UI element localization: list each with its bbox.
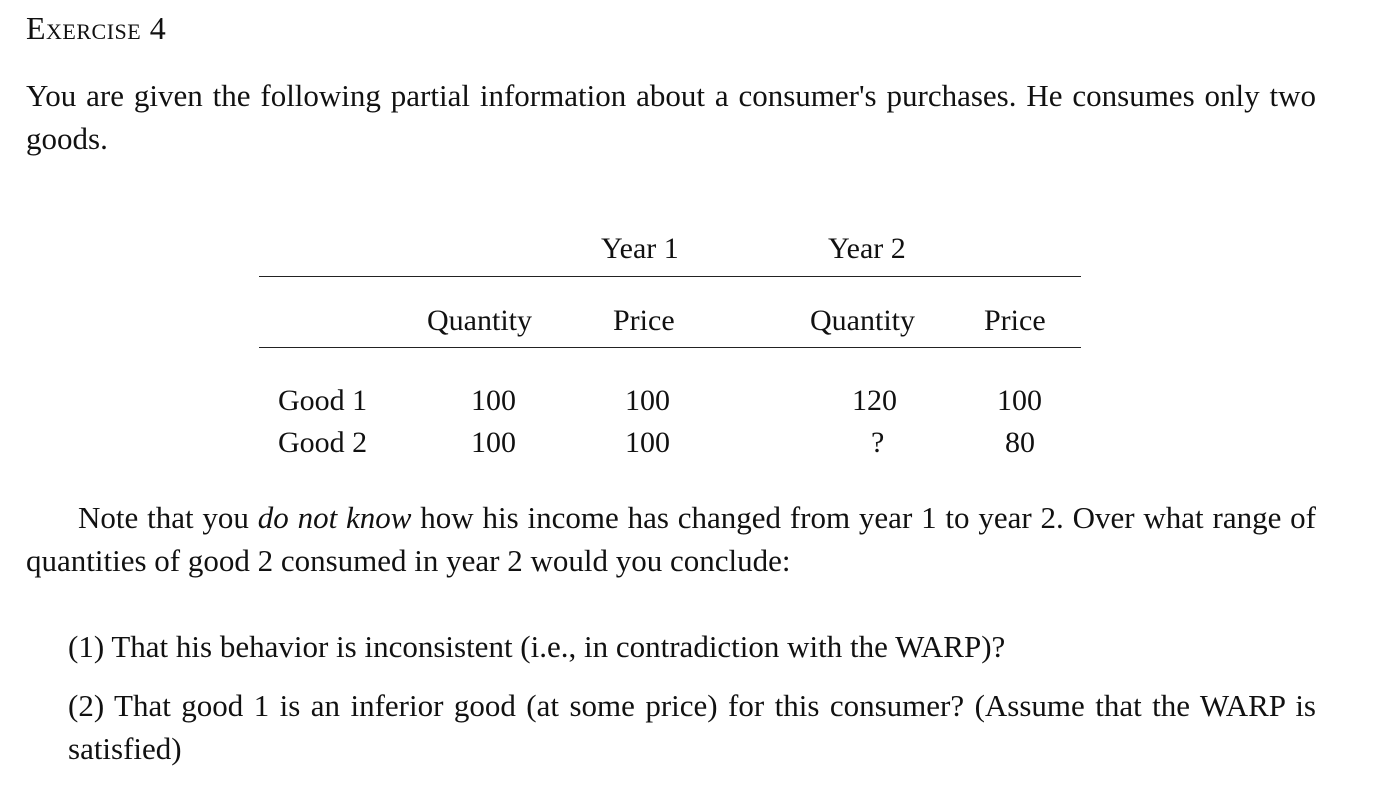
question-1: (1) That his behavior is inconsistent (i… [68,629,1006,664]
col-header-price-2: Price [984,304,1046,337]
cell-good1-qty1: 100 [471,384,516,417]
exercise-heading: Exercise 4 [26,10,167,46]
note-text-after: how his income has changed from year 1 t… [26,500,1316,578]
cell-good2-price2: 80 [1005,426,1035,459]
table-rule-mid [259,347,1081,348]
question-2: (2) That good 1 is an inferior good (at … [68,688,1316,766]
cell-good2-price1: 100 [625,426,670,459]
cell-good1-qty2: 120 [852,384,897,417]
cell-good1-price1: 100 [625,384,670,417]
col-header-price-1: Price [613,304,675,337]
row-label-good-1: Good 1 [278,384,368,417]
table-rule-top [259,276,1081,277]
intro-paragraph: You are given the following partial info… [26,78,1316,156]
col-header-quantity-1: Quantity [427,304,532,337]
year-1-header: Year 1 [601,232,679,265]
row-label-good-2: Good 2 [278,426,368,459]
year-2-header: Year 2 [828,232,906,265]
note-emphasis: do not know [257,500,412,535]
note-text-before: Note that you [78,500,258,535]
note-paragraph: Note that you do not know how his income… [26,496,1316,582]
col-header-quantity-2: Quantity [810,304,915,337]
cell-good2-qty1: 100 [471,426,516,459]
cell-good1-price2: 100 [997,384,1042,417]
cell-good2-qty2-unknown: ? [871,426,885,459]
